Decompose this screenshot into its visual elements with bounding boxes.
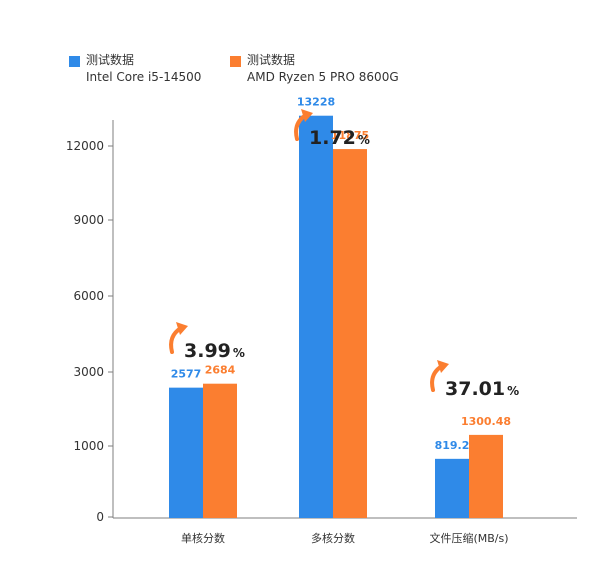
- y-tick-label: 9000: [73, 213, 104, 227]
- legend-label-line1: 测试数据: [86, 53, 135, 67]
- y-tick-label: 12000: [66, 139, 104, 153]
- x-tick-label: 单核分数: [181, 531, 225, 545]
- growth-value: 37.01: [445, 378, 505, 400]
- growth-annotation: 3.99%: [184, 340, 245, 362]
- data-label: 2684: [205, 364, 236, 377]
- y-tick-label: 3000: [73, 365, 104, 379]
- y-tick-label: 1000: [73, 439, 104, 453]
- x-tick-label: 多核分数: [311, 531, 355, 545]
- legend-label-line1: 测试数据: [247, 53, 296, 67]
- bar: [435, 458, 469, 518]
- y-tick-label: 6000: [73, 289, 104, 303]
- data-label: 819.2: [435, 439, 470, 452]
- bar: [203, 383, 237, 518]
- growth-value: 3.99: [184, 340, 231, 362]
- increase-arrow-head-icon: [176, 322, 188, 335]
- y-tick-label: 0: [96, 510, 104, 524]
- bar: [299, 115, 333, 518]
- legend-swatch-amd: [230, 56, 241, 67]
- growth-unit: %: [233, 346, 245, 360]
- legend-label-line2: AMD Ryzen 5 PRO 8600G: [247, 70, 399, 84]
- data-label: 11875: [331, 129, 369, 142]
- legend-item-intel: 测试数据 Intel Core i5-14500: [69, 52, 201, 86]
- bar: [169, 387, 203, 518]
- growth-unit: %: [507, 384, 519, 398]
- growth-unit: %: [358, 133, 370, 147]
- data-label: 2577: [171, 368, 202, 381]
- bar: [333, 149, 367, 519]
- growth-annotation: 1.72%: [309, 127, 370, 149]
- growth-value: 1.72: [309, 127, 356, 149]
- data-label: 1300.48: [461, 415, 511, 428]
- legend-item-amd: 测试数据 AMD Ryzen 5 PRO 8600G: [230, 52, 399, 86]
- x-tick-label: 文件压缩(MB/s): [429, 531, 508, 545]
- data-label: 13228: [297, 96, 335, 109]
- increase-arrow-head-icon: [301, 109, 313, 122]
- legend-label-line2: Intel Core i5-14500: [86, 70, 202, 84]
- increase-arrow-head-icon: [437, 360, 449, 373]
- growth-annotation: 37.01%: [445, 378, 519, 400]
- bar: [469, 434, 503, 518]
- legend-swatch-intel: [69, 56, 80, 67]
